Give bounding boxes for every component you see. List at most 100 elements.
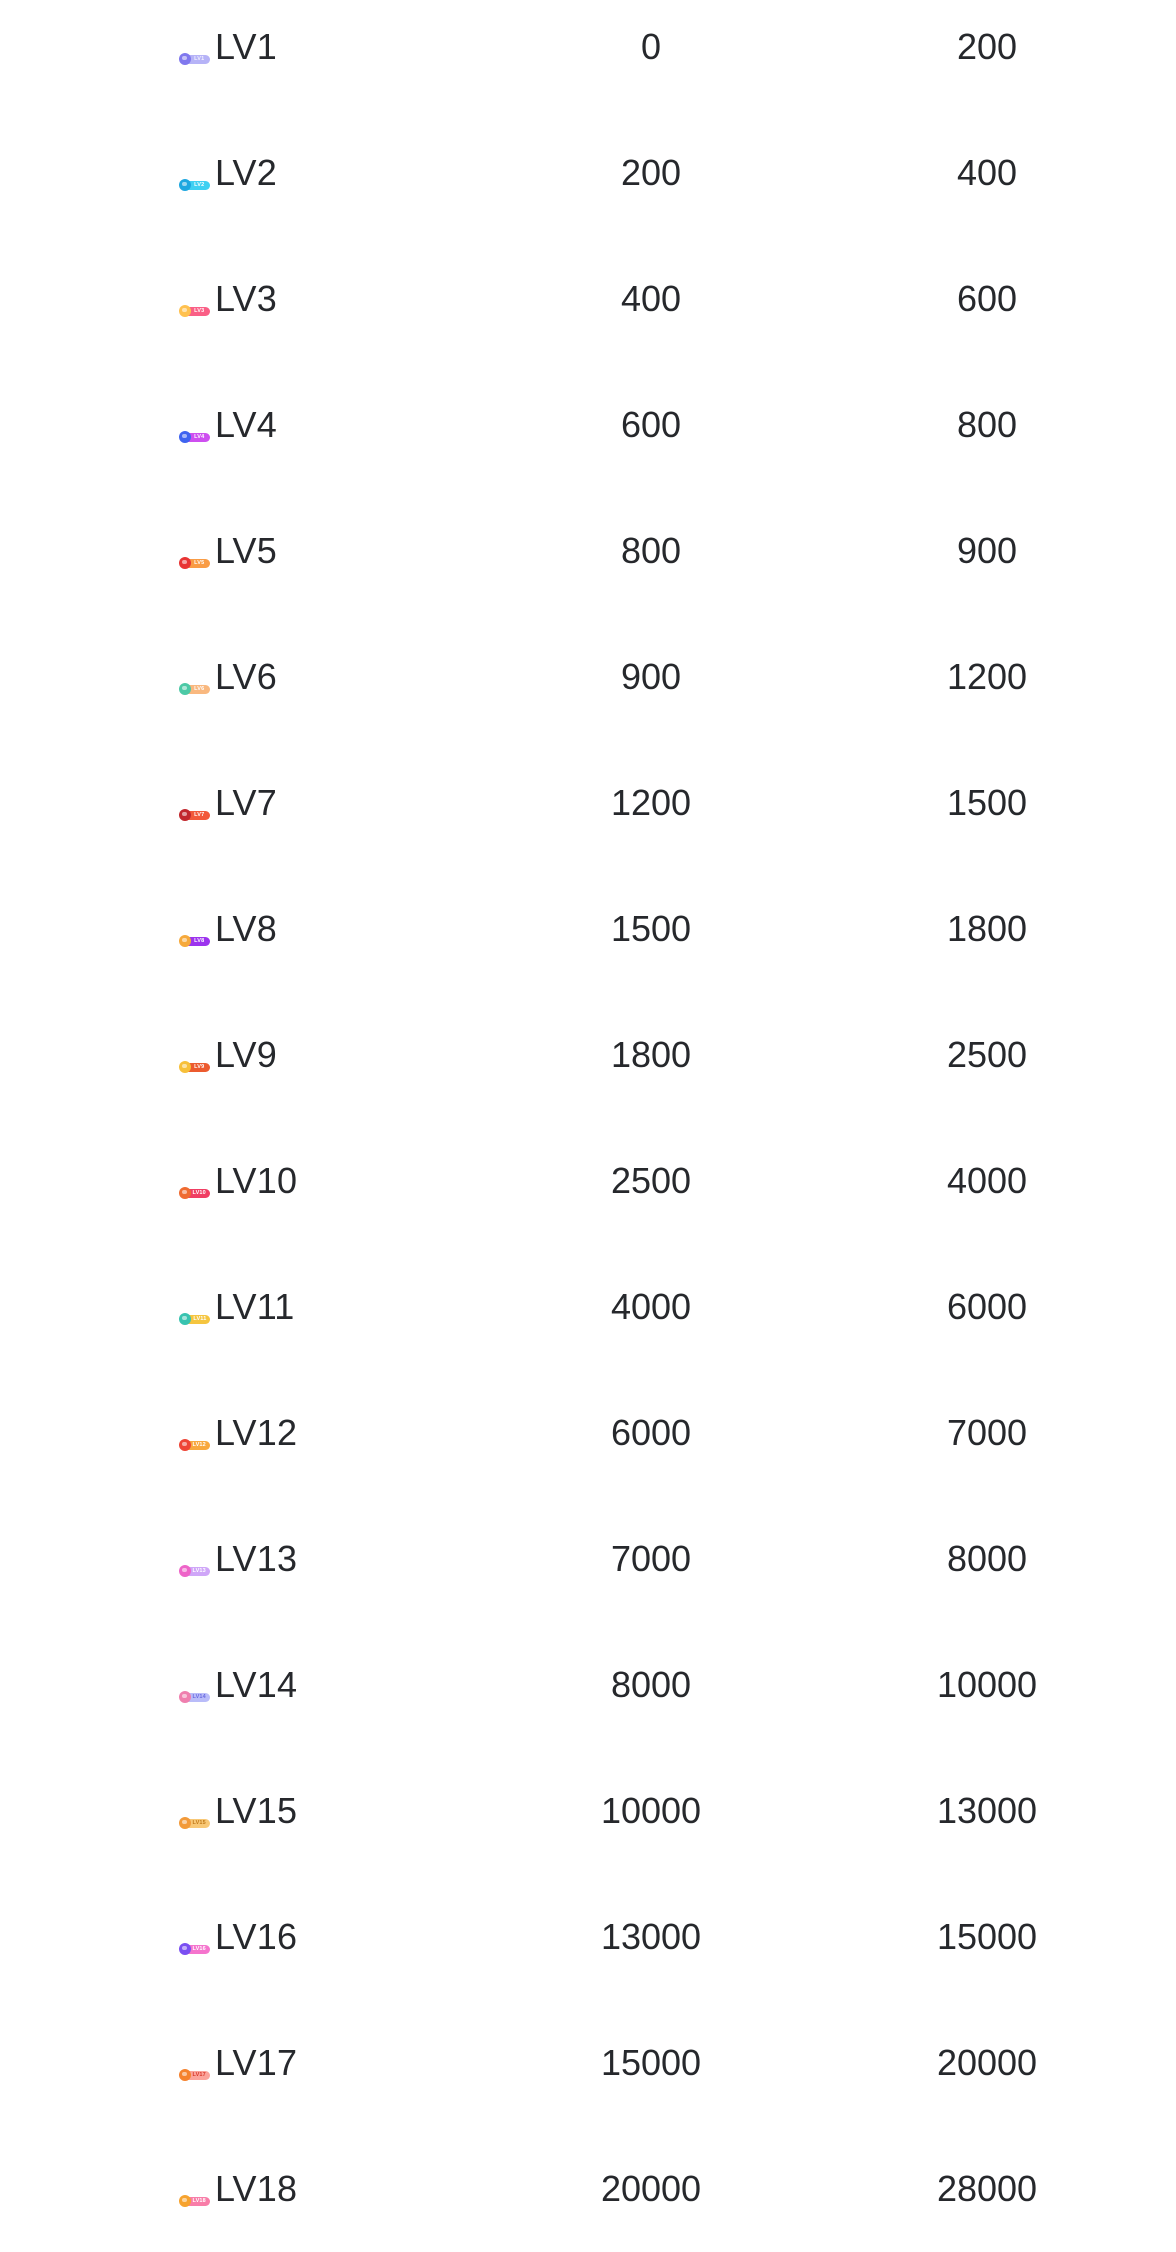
level-badge-label: LV2	[194, 181, 205, 188]
level-badge-icon: LV3	[179, 305, 210, 318]
level-row: LV14 LV14 8000 10000	[0, 1622, 1176, 1748]
level-min-value: 400	[620, 278, 682, 319]
level-cell: LV17 LV17	[179, 2045, 461, 2081]
level-badge-label: LV5	[194, 559, 205, 566]
level-badge-icon: LV5	[179, 557, 210, 570]
level-name: LV18	[215, 2168, 298, 2209]
level-min-value: 7000	[610, 1538, 692, 1579]
level-badge-icon: LV8	[179, 935, 210, 948]
level-badge-dot-icon	[179, 1565, 191, 1577]
level-max-value: 1500	[946, 782, 1028, 823]
level-badge-dot-icon	[179, 809, 191, 821]
level-min-value: 1200	[610, 782, 692, 823]
level-name: LV10	[215, 1160, 298, 1201]
level-badge-icon: LV16	[179, 1943, 210, 1956]
level-row: LV18 LV18 20000 28000	[0, 2126, 1176, 2252]
level-name: LV4	[215, 404, 277, 445]
level-max-value: 15000	[936, 1916, 1038, 1957]
level-badge-dot-icon	[179, 2195, 191, 2207]
level-cell: LV11 LV11	[179, 1289, 461, 1325]
level-name: LV15	[215, 1790, 298, 1831]
level-row: LV2 LV2 200 400	[0, 110, 1176, 236]
level-badge-dot-icon	[179, 1061, 191, 1073]
level-cell: LV7 LV7	[179, 785, 461, 821]
level-row: LV8 LV8 1500 1800	[0, 866, 1176, 992]
level-min-value: 600	[620, 404, 682, 445]
level-cell: LV4 LV4	[179, 407, 461, 443]
level-row: LV16 LV16 13000 15000	[0, 1874, 1176, 2000]
level-badge-label: LV13	[192, 1567, 207, 1574]
level-badge-icon: LV4	[179, 431, 210, 444]
level-name: LV2	[215, 152, 277, 193]
level-name: LV3	[215, 278, 277, 319]
level-badge-dot-icon	[179, 1817, 191, 1829]
level-cell: LV13 LV13	[179, 1541, 461, 1577]
level-min-value: 13000	[600, 1916, 702, 1957]
level-name: LV7	[215, 782, 277, 823]
level-badge-dot-icon	[179, 935, 191, 947]
level-min-value: 10000	[600, 1790, 702, 1831]
level-max-value: 28000	[936, 2168, 1038, 2209]
level-cell: LV15 LV15	[179, 1793, 461, 1829]
level-min-value: 200	[620, 152, 682, 193]
level-name: LV5	[215, 530, 277, 571]
level-name: LV17	[215, 2042, 298, 2083]
level-badge-label: LV1	[194, 55, 205, 62]
level-badge-label: LV7	[194, 811, 205, 818]
level-badge-pill: LV12	[184, 1440, 210, 1450]
level-badge-icon: LV10	[179, 1187, 210, 1200]
level-badge-dot-icon	[179, 305, 191, 317]
level-max-value: 200	[956, 26, 1018, 67]
level-badge-icon: LV12	[179, 1439, 210, 1452]
level-max-value: 400	[956, 152, 1018, 193]
level-badge-label: LV15	[192, 1819, 207, 1826]
level-badge-pill: LV11	[184, 1314, 210, 1324]
level-badge-pill: LV7	[184, 810, 210, 820]
level-badge-pill: LV4	[184, 432, 210, 442]
level-badge-dot-icon	[179, 1187, 191, 1199]
level-min-value: 6000	[610, 1412, 692, 1453]
level-badge-pill: LV13	[184, 1566, 210, 1576]
level-max-value: 13000	[936, 1790, 1038, 1831]
level-badge-label: LV16	[192, 1945, 207, 1952]
level-cell: LV6 LV6	[179, 659, 461, 695]
level-badge-label: LV18	[192, 2197, 207, 2204]
level-badge-pill: LV3	[184, 306, 210, 316]
level-max-value: 1200	[946, 656, 1028, 697]
level-badge-dot-icon	[179, 2069, 191, 2081]
level-name: LV9	[215, 1034, 277, 1075]
level-badge-pill: LV16	[184, 1944, 210, 1954]
level-max-value: 4000	[946, 1160, 1028, 1201]
level-badge-icon: LV18	[179, 2195, 210, 2208]
level-name: LV6	[215, 656, 277, 697]
level-badge-dot-icon	[179, 1943, 191, 1955]
level-cell: LV2 LV2	[179, 155, 461, 191]
level-min-value: 15000	[600, 2042, 702, 2083]
level-min-value: 4000	[610, 1286, 692, 1327]
level-name: LV8	[215, 908, 277, 949]
level-max-value: 600	[956, 278, 1018, 319]
level-badge-label: LV6	[194, 685, 205, 692]
level-min-value: 900	[620, 656, 682, 697]
level-max-value: 8000	[946, 1538, 1028, 1579]
level-badge-pill: LV18	[184, 2196, 210, 2206]
level-name: LV13	[215, 1538, 298, 1579]
level-row: LV7 LV7 1200 1500	[0, 740, 1176, 866]
level-min-value: 0	[640, 26, 662, 67]
level-badge-icon: LV2	[179, 179, 210, 192]
level-max-value: 900	[956, 530, 1018, 571]
level-max-value: 7000	[946, 1412, 1028, 1453]
level-badge-pill: LV10	[184, 1188, 210, 1198]
level-max-value: 6000	[946, 1286, 1028, 1327]
level-badge-dot-icon	[179, 557, 191, 569]
level-cell: LV8 LV8	[179, 911, 461, 947]
level-row: LV6 LV6 900 1200	[0, 614, 1176, 740]
level-row: LV15 LV15 10000 13000	[0, 1748, 1176, 1874]
level-badge-label: LV11	[192, 1315, 207, 1322]
level-badge-label: LV8	[194, 937, 205, 944]
level-badge-dot-icon	[179, 53, 191, 65]
level-cell: LV14 LV14	[179, 1667, 461, 1703]
level-badge-pill: LV15	[184, 1818, 210, 1828]
level-row: LV11 LV11 4000 6000	[0, 1244, 1176, 1370]
